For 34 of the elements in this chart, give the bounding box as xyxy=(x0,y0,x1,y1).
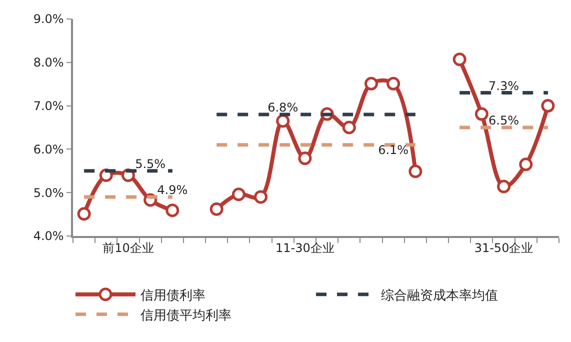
point xyxy=(254,190,268,204)
point xyxy=(408,164,422,178)
y-tick-label: 4.0% xyxy=(33,229,64,244)
point xyxy=(342,120,356,134)
point xyxy=(386,76,400,90)
y-tick-label: 6.0% xyxy=(33,142,64,156)
point xyxy=(541,99,555,113)
x-tick-label: 前10企业 xyxy=(102,241,154,256)
point xyxy=(298,152,312,166)
y-tick-label: 9.0% xyxy=(33,12,64,26)
point xyxy=(276,114,290,128)
y-tick-label: 8.0% xyxy=(33,56,64,70)
point xyxy=(232,188,246,202)
point xyxy=(519,158,533,172)
point xyxy=(497,180,511,194)
data-label: 4.9% xyxy=(157,182,188,197)
data-label: 6.1% xyxy=(378,142,409,157)
y-tick-label: 7.0% xyxy=(33,99,64,113)
legend-label: 综合融资成本率均值 xyxy=(381,287,498,304)
y-tick-label: 5.0% xyxy=(33,186,64,200)
x-tick-label: 11-30企业 xyxy=(276,241,334,256)
legend-label: 信用债利率 xyxy=(140,287,206,304)
point xyxy=(474,107,488,121)
legend-label: 信用债平均利率 xyxy=(140,307,232,324)
data-label: 7.3% xyxy=(488,78,520,93)
x-tick-label: 31-50企业 xyxy=(474,241,534,256)
point xyxy=(364,76,378,90)
point xyxy=(77,207,91,221)
point xyxy=(210,202,224,216)
data-label: 6.8% xyxy=(268,100,298,114)
point xyxy=(452,52,466,66)
data-label: 5.5% xyxy=(135,156,166,171)
data-label: 6.5% xyxy=(488,114,520,128)
point xyxy=(166,204,180,218)
